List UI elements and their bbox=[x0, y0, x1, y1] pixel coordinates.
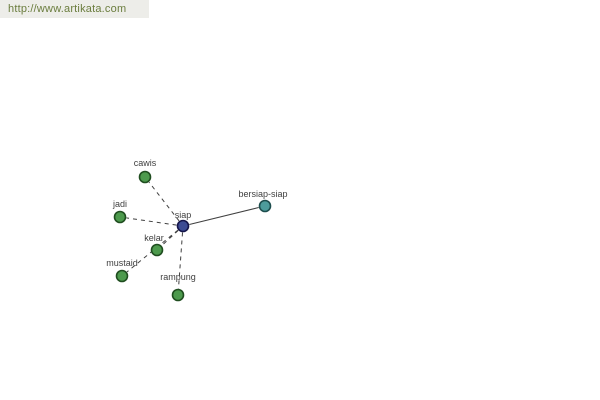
edges-layer bbox=[126, 181, 259, 289]
node-labels-layer: siap cawis jadi kelar mustaid rampung bersiap-… bbox=[106, 158, 287, 282]
graph-node-jadi[interactable] bbox=[113, 210, 127, 224]
graph-node-rampung[interactable] bbox=[171, 288, 185, 302]
node-label-rampung: rampung bbox=[160, 272, 196, 282]
edge-siap-kelar-dashed bbox=[161, 230, 179, 246]
graph-node-bersiap-siap[interactable] bbox=[258, 199, 272, 213]
graph-node-mustaid[interactable] bbox=[115, 269, 129, 283]
url-bar[interactable]: http://www.artikata.com bbox=[0, 0, 149, 18]
edge-siap-cawis-dashed bbox=[148, 181, 180, 222]
node-label-kelar: kelar bbox=[144, 233, 164, 243]
node-label-cawis: cawis bbox=[134, 158, 157, 168]
node-label-siap: siap bbox=[175, 210, 192, 220]
node-label-mustaid: mustaid bbox=[106, 258, 138, 268]
edge-siap-rampung-dashed bbox=[177, 232, 184, 289]
edge-siap-jadi-dashed bbox=[126, 217, 177, 226]
edge-siap-bersiap-siap-solid bbox=[189, 207, 259, 225]
graph-node-kelar[interactable] bbox=[150, 243, 164, 257]
graph-node-cawis[interactable] bbox=[138, 170, 152, 184]
nodes-layer bbox=[113, 170, 272, 302]
node-label-bersiap-siap: bersiap-siap bbox=[238, 189, 287, 199]
node-label-jadi: jadi bbox=[112, 199, 127, 209]
graph-node-siap[interactable] bbox=[176, 219, 190, 233]
